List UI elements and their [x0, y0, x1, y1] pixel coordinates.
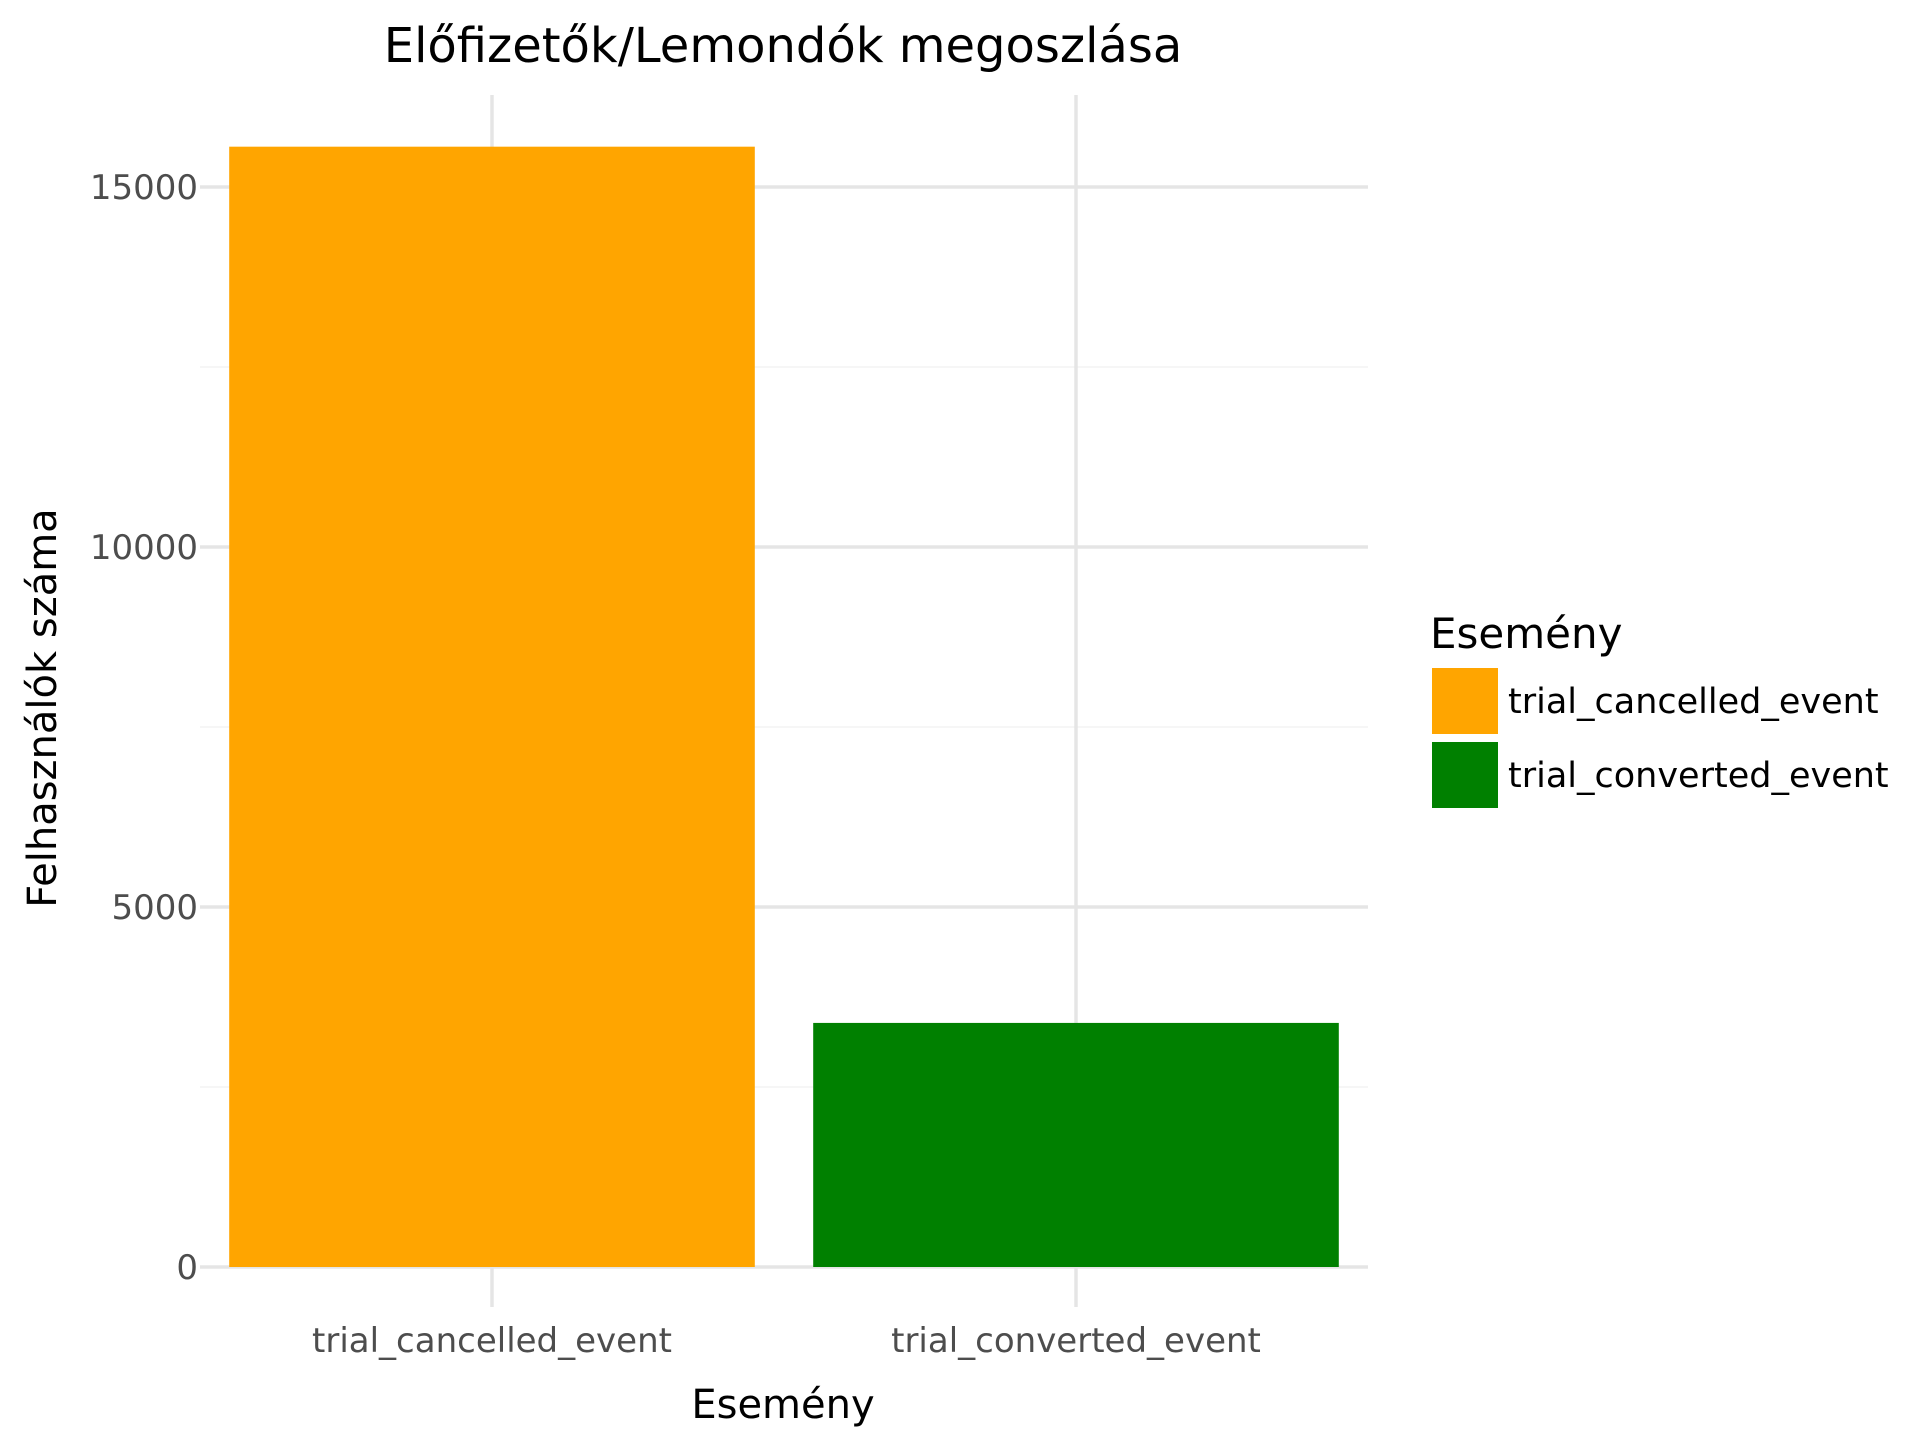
y-tick-label-0: 0: [176, 1248, 198, 1288]
y-axis-ticks: 0 5000 10000 15000: [90, 168, 198, 1288]
legend: Esemény trial_cancelled_event trial_conve…: [1430, 609, 1889, 808]
legend-swatch-trial_converted_event: [1432, 742, 1498, 808]
legend-label-trial_converted_event: trial_converted_event: [1508, 756, 1889, 796]
x-axis-ticks: trial_cancelled_event trial_converted_eve…: [312, 1321, 1261, 1361]
x-tick-label-0: trial_cancelled_event: [312, 1321, 672, 1361]
bars: [229, 146, 1339, 1268]
y-tick-label-2: 10000: [90, 528, 198, 568]
y-tick-label-3: 15000: [90, 168, 198, 208]
bar-trial_cancelled_event: [229, 146, 755, 1268]
y-tick-label-1: 5000: [111, 888, 198, 928]
legend-swatch-trial_cancelled_event: [1432, 668, 1498, 734]
legend-title: Esemény: [1430, 609, 1623, 658]
chart-title: Előfizetők/Lemondók megoszlása: [384, 18, 1183, 74]
y-axis-title: Felhasználók száma: [20, 508, 66, 907]
x-tick-label-1: trial_converted_event: [891, 1321, 1261, 1361]
bar-trial_converted_event: [813, 1022, 1339, 1267]
x-axis-title: Esemény: [691, 1382, 874, 1428]
legend-label-trial_cancelled_event: trial_cancelled_event: [1508, 682, 1879, 722]
